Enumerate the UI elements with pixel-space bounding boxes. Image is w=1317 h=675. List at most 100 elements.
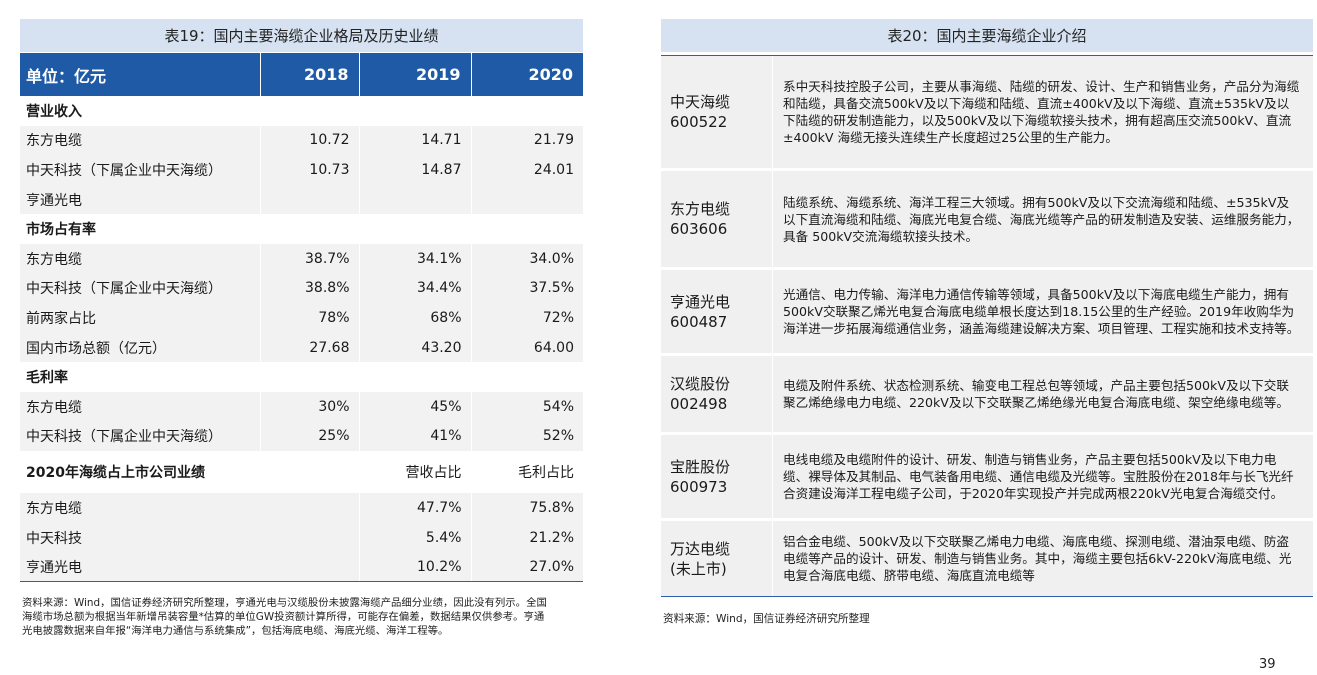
cell-value: 38.7% [260, 243, 360, 274]
cell-value: 75.8% [471, 493, 583, 523]
company-description: 陆缆系统、海缆系统、海洋工程三大领域。拥有500kV及以下交流海缆和陆缆、±53… [783, 194, 1300, 244]
cell-value: 37.5% [471, 273, 583, 304]
section-label: 毛利率 [20, 362, 583, 392]
row-label: 东方电缆 [20, 391, 261, 422]
page-number: 39 [1259, 657, 1276, 672]
table-20-title: 表20：国内主要海缆企业介绍 [661, 19, 1313, 52]
row-label: 中天科技（下属企业中天海缆） [20, 155, 261, 185]
source-note: 资料来源：Wind，国信证券经济研究所整理，亨通光电与汉缆股份未披露海缆产品细分… [22, 597, 547, 638]
table-row: 中天科技（下属企业中天海缆） 38.8% 34.4% 37.5% [20, 273, 583, 304]
stock-code: (未上市) [670, 559, 727, 578]
cell-value: 54% [471, 391, 583, 422]
cell-value: 25% [260, 421, 360, 452]
row-label: 亨通光电 [20, 184, 261, 215]
section-row: 市场占有率 [20, 214, 583, 244]
cell-value: 14.71 [359, 125, 472, 156]
row-label: 东方电缆 [20, 243, 261, 274]
cell-value: 47.7% [359, 493, 472, 523]
company-description: 电线电缆及电缆附件的设计、研发、制造与销售业务，产品主要包括500kV及以下电力… [783, 452, 1294, 501]
section-label: 2020年海缆占上市公司业绩 [20, 451, 360, 494]
cell-value: 38.8% [260, 273, 360, 304]
section-row: 毛利率 [20, 362, 583, 392]
cell-value [359, 184, 472, 215]
company-name-cell: 亨通光电 600487 [661, 270, 773, 353]
section-label: 营业收入 [20, 96, 583, 126]
company-name: 中天海缆 [670, 93, 731, 111]
row-label: 前两家占比 [20, 303, 261, 333]
table-row: 中天科技（下属企业中天海缆） 25% 41% 52% [20, 421, 583, 452]
table-row: 东方电缆 10.72 14.71 21.79 [20, 125, 583, 156]
company-row: 东方电缆 603606 陆缆系统、海缆系统、海洋工程三大领域。拥有500kV及以… [661, 171, 1313, 267]
cell-value: 21.2% [471, 522, 583, 553]
company-row: 汉缆股份 002498 电缆及附件系统、状态检测系统、输变电工程总包等领域，产品… [661, 356, 1313, 432]
company-name: 亨通光电 [670, 292, 731, 311]
cell-value: 52% [471, 421, 583, 452]
cell-value: 34.4% [359, 273, 472, 304]
unit-header: 单位：亿元 [20, 53, 261, 96]
company-description: 电缆及附件系统、状态检测系统、输变电工程总包等领域，产品主要包括500kV及以下… [783, 378, 1289, 410]
cell-value [260, 184, 360, 215]
section-row: 2020年海缆占上市公司业绩 营收占比 毛利占比 [20, 451, 583, 494]
company-name-cell: 万达电缆 (未上市) [661, 521, 773, 596]
company-description: 铝合金电缆、500kV及以下交联聚乙烯电力电缆、海底电缆、探测电缆、潜油泵电缆、… [783, 534, 1292, 583]
row-label: 中天科技（下属企业中天海缆） [20, 421, 261, 452]
company-name: 东方电缆 [670, 200, 731, 218]
cell-value: 78% [260, 303, 360, 333]
company-description: 系中天科技控股子公司，主要从事海缆、陆缆的研发、设计、生产和销售业务，产品分为海… [783, 79, 1300, 145]
table-row: 东方电缆 47.7% 75.8% [20, 493, 583, 523]
row-label: 东方电缆 [20, 493, 360, 523]
table-19-header-row: 单位：亿元 2018 2019 2020 [20, 53, 583, 96]
stock-code: 603606 [670, 220, 728, 238]
table-row: 国内市场总额（亿元） 27.68 43.20 64.00 [20, 332, 583, 363]
table-row: 亨通光电 [20, 184, 583, 215]
cell-value [471, 184, 583, 215]
table-19: 单位：亿元 2018 2019 2020 营业收入 东方电缆 10.72 14.… [20, 53, 583, 583]
row-label: 东方电缆 [20, 125, 261, 156]
cell-value: 27.0% [471, 552, 583, 583]
table-row: 中天科技（下属企业中天海缆） 10.73 14.87 24.01 [20, 155, 583, 185]
table-row: 东方电缆 38.7% 34.1% 34.0% [20, 243, 583, 274]
section-label: 市场占有率 [20, 214, 583, 244]
table-row: 亨通光电 10.2% 27.0% [20, 552, 583, 583]
company-row: 宝胜股份 600973 电线电缆及电缆附件的设计、研发、制造与销售业务，产品主要… [661, 435, 1313, 518]
table-row: 东方电缆 30% 45% 54% [20, 391, 583, 422]
company-name-cell: 汉缆股份 002498 [661, 356, 773, 432]
column-header: 营收占比 [359, 451, 472, 494]
company-row: 万达电缆 (未上市) 铝合金电缆、500kV及以下交联聚乙烯电力电缆、海底电缆、… [661, 521, 1313, 597]
row-label: 亨通光电 [20, 552, 360, 583]
cell-value: 72% [471, 303, 583, 333]
company-name: 汉缆股份 [670, 375, 731, 393]
cell-value: 14.87 [359, 155, 472, 185]
row-label: 国内市场总额（亿元） [20, 332, 261, 363]
company-description: 光通信、电力传输、海洋电力通信传输等领域，具备500kV及以下海底电缆生产能力，… [783, 287, 1300, 336]
table-19-panel: 表19：国内主要海缆企业格局及历史业绩 单位：亿元 2018 2019 2020… [20, 19, 583, 638]
cell-value: 34.0% [471, 243, 583, 274]
row-label: 中天科技（下属企业中天海缆） [20, 273, 261, 304]
cell-value: 43.20 [359, 332, 472, 363]
stock-code: 600973 [670, 477, 728, 496]
stock-code: 600522 [670, 113, 728, 131]
table-20-panel: 表20：国内主要海缆企业介绍 中天海缆 600522 系中天科技控股子公司，主要… [661, 19, 1313, 626]
cell-value: 30% [260, 391, 360, 422]
company-name-cell: 东方电缆 603606 [661, 171, 773, 267]
company-name-cell: 宝胜股份 600973 [661, 435, 773, 518]
section-row: 营业收入 [20, 96, 583, 126]
cell-value: 68% [359, 303, 472, 333]
year-header: 2018 [260, 53, 360, 96]
cell-value: 21.79 [471, 125, 583, 156]
stock-code: 600487 [670, 312, 728, 331]
table-row: 中天科技 5.4% 21.2% [20, 522, 583, 553]
cell-value: 41% [359, 421, 472, 452]
table-20: 中天海缆 600522 系中天科技控股子公司，主要从事海缆、陆缆的研发、设计、生… [661, 55, 1313, 597]
row-label: 中天科技 [20, 522, 360, 553]
cell-value: 27.68 [260, 332, 360, 363]
cell-value: 34.1% [359, 243, 472, 274]
column-header: 毛利占比 [471, 451, 583, 494]
company-name-cell: 中天海缆 600522 [661, 56, 773, 168]
cell-value: 45% [359, 391, 472, 422]
cell-value: 5.4% [359, 522, 472, 553]
source-note: 资料来源：Wind，国信证券经济研究所整理 [663, 613, 870, 625]
table-19-title: 表19：国内主要海缆企业格局及历史业绩 [20, 19, 583, 52]
cell-value: 10.72 [260, 125, 360, 156]
year-header: 2020 [471, 53, 583, 96]
